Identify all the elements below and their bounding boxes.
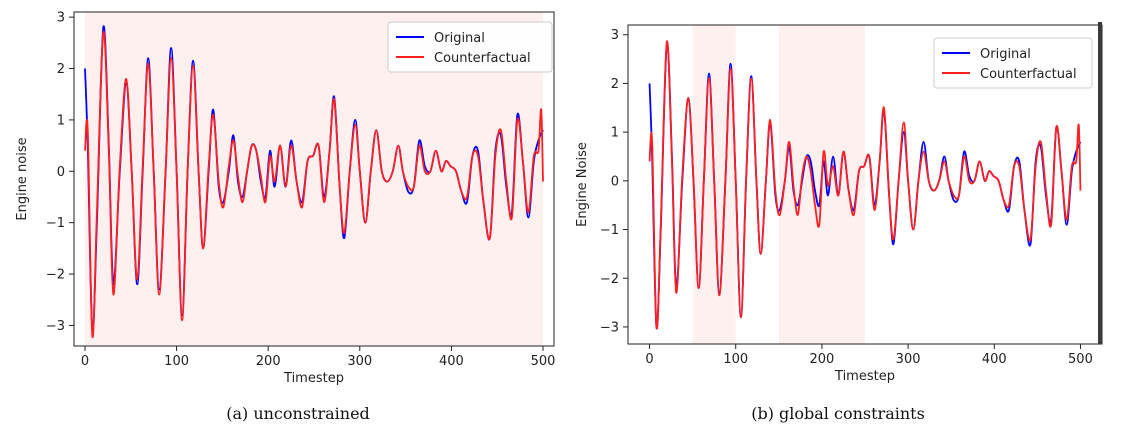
legend-label: Original bbox=[980, 47, 1031, 62]
legend: Original Counterfactual bbox=[387, 21, 553, 73]
y-tick-label: −3 bbox=[600, 320, 619, 335]
x-tick-label: 500 bbox=[1068, 352, 1093, 367]
y-tick-label: 1 bbox=[57, 113, 65, 128]
y-tick-label: −2 bbox=[600, 272, 619, 287]
series-line-counterfactual bbox=[84, 30, 544, 339]
axes-frame bbox=[73, 11, 555, 347]
x-tick-label: 100 bbox=[164, 354, 189, 369]
caption-b: (b) global constraints bbox=[751, 404, 925, 423]
y-tick-label: 2 bbox=[611, 77, 619, 92]
y-tick-label: 1 bbox=[611, 126, 619, 141]
legend: Original Counterfactual bbox=[933, 37, 1093, 89]
legend-box bbox=[387, 21, 553, 73]
x-tick-label: 200 bbox=[809, 352, 834, 367]
x-tick-label: 100 bbox=[723, 352, 748, 367]
x-tick-label: 500 bbox=[531, 354, 556, 369]
x-tick-label: 200 bbox=[256, 354, 281, 369]
legend-label: Counterfactual bbox=[434, 51, 531, 66]
y-tick-label: −1 bbox=[600, 223, 619, 238]
y-tick-label: 0 bbox=[611, 174, 619, 189]
y-tick-label: 2 bbox=[57, 62, 65, 77]
x-tick-label: 300 bbox=[896, 352, 921, 367]
y-axis-label: Engine noise bbox=[15, 137, 30, 220]
y-axis-label: Engine Noise bbox=[575, 142, 590, 227]
legend-box bbox=[933, 37, 1093, 89]
legend-label: Original bbox=[434, 31, 485, 46]
right-edge-bar bbox=[1098, 22, 1102, 344]
x-axis-label: Timestep bbox=[283, 371, 344, 386]
series-line-counterfactual bbox=[648, 40, 1082, 330]
x-axis-label: Timestep bbox=[834, 369, 895, 384]
caption-a: (a) unconstrained bbox=[226, 404, 370, 423]
y-tick-label: −1 bbox=[46, 216, 65, 231]
legend-label: Counterfactual bbox=[980, 67, 1077, 82]
y-tick-label: −3 bbox=[46, 319, 65, 334]
x-tick-label: 400 bbox=[439, 354, 464, 369]
x-tick-label: 0 bbox=[645, 352, 653, 367]
x-tick-label: 0 bbox=[81, 354, 89, 369]
x-tick-label: 400 bbox=[982, 352, 1007, 367]
x-tick-label: 300 bbox=[347, 354, 372, 369]
y-tick-label: −2 bbox=[46, 268, 65, 283]
axes-frame bbox=[627, 24, 1103, 345]
y-tick-label: 0 bbox=[57, 165, 65, 180]
chart-a: 0 100 200 300 400 500 −3 −2 −1 0 1 2 3 Timestep Engine… bbox=[15, 11, 555, 386]
chart-b: 0 100 200 300 400 500 −3 −2 −1 0 1 2 3 Timestep Engine… bbox=[575, 24, 1103, 384]
y-tick-label: 3 bbox=[57, 11, 65, 26]
y-tick-label: 3 bbox=[611, 28, 619, 43]
